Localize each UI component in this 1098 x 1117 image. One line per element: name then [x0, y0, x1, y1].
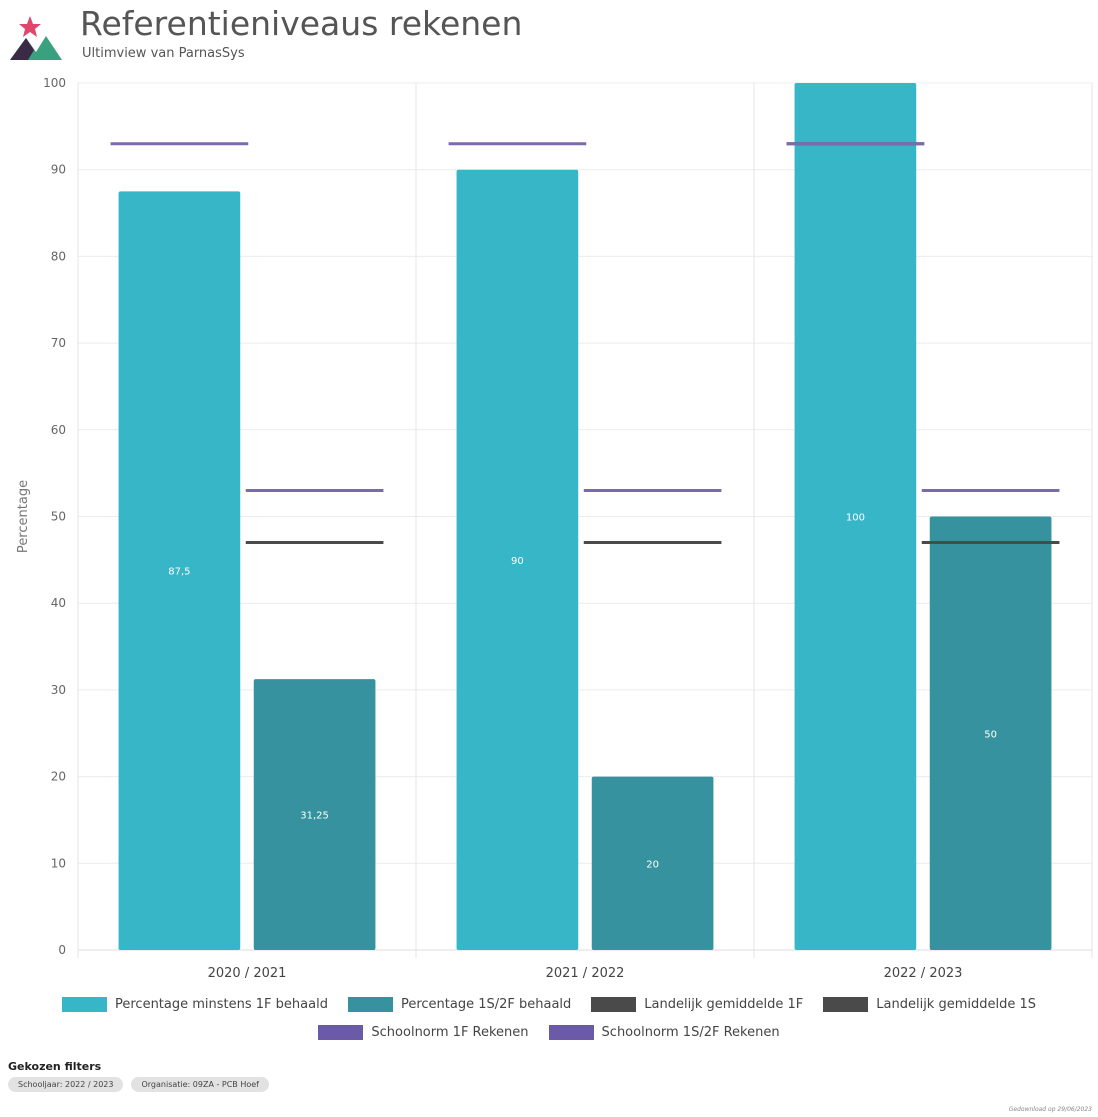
- legend-item[interactable]: Percentage 1S/2F behaald: [347, 996, 572, 1012]
- page-title: Referentieniveaus rekenen: [80, 4, 523, 43]
- header: Referentieniveaus rekenen Ultimview van …: [0, 0, 1098, 70]
- filters-title: Gekozen filters: [8, 1060, 102, 1073]
- bar-chart: 0 10 20 30 40 50 60 70 80 90 100 Percentage 87,5 31,2…: [16, 76, 1093, 981]
- bar-data-label: 50: [984, 729, 997, 740]
- y-tick-label: 80: [51, 249, 66, 263]
- y-tick-label: 60: [51, 423, 66, 437]
- y-tick-label: 20: [51, 770, 66, 784]
- legend-item[interactable]: Schoolnorm 1F Rekenen: [318, 1024, 529, 1040]
- legend-label: Landelijk gemiddelde 1F: [644, 996, 804, 1012]
- chart-legend: Percentage minstens 1F behaald Percentage…: [0, 990, 1098, 1046]
- legend-label: Landelijk gemiddelde 1S: [876, 996, 1037, 1012]
- page-subtitle: Ultimview van ParnasSys: [82, 46, 245, 61]
- legend-row: Percentage minstens 1F behaald Percentage…: [0, 990, 1098, 1018]
- x-tick-label: 2021 / 2022: [546, 966, 625, 981]
- legend-swatch: [347, 996, 393, 1012]
- y-tick-label: 30: [51, 683, 66, 697]
- bar-1f: [794, 83, 917, 950]
- legend-swatch: [591, 996, 637, 1012]
- y-tick-label: 10: [51, 856, 66, 870]
- y-tick-label: 70: [51, 336, 66, 350]
- y-tick-label: 50: [51, 510, 66, 524]
- legend-swatch: [823, 996, 869, 1012]
- bar-data-label: 87,5: [168, 567, 190, 578]
- x-tick-label: 2020 / 2021: [208, 966, 287, 981]
- bar-1f: [118, 191, 241, 950]
- filter-chip-schooljaar[interactable]: Schooljaar: 2022 / 2023: [8, 1077, 124, 1092]
- bar-data-label: 31,25: [300, 811, 329, 822]
- legend-label: Percentage minstens 1F behaald: [114, 996, 328, 1012]
- legend-swatch: [548, 1024, 594, 1040]
- y-axis-label: Percentage: [16, 480, 31, 553]
- x-tick-label: 2022 / 2023: [884, 966, 963, 981]
- legend-swatch: [61, 996, 107, 1012]
- legend-item[interactable]: Landelijk gemiddelde 1F: [591, 996, 804, 1012]
- bar-data-label: 100: [846, 513, 865, 524]
- bar-1s2f: [591, 776, 714, 950]
- bar-1f: [456, 169, 579, 950]
- bar-data-label: 20: [646, 859, 659, 870]
- y-tick-label: 90: [51, 163, 66, 177]
- download-note: Gedownload op 29/06/2023: [1008, 1106, 1092, 1113]
- legend-swatch: [318, 1024, 364, 1040]
- y-tick-label: 40: [51, 596, 66, 610]
- bar-1s2f: [253, 679, 376, 950]
- legend-label: Schoolnorm 1F Rekenen: [371, 1024, 529, 1040]
- filter-chip-organisatie[interactable]: Organisatie: 09ZA - PCB Hoef: [131, 1077, 269, 1092]
- legend-row: Schoolnorm 1F Rekenen Schoolnorm 1S/2F Re…: [0, 1018, 1098, 1046]
- y-tick-label: 0: [58, 943, 66, 957]
- bar-1s2f: [929, 516, 1052, 950]
- legend-item[interactable]: Schoolnorm 1S/2F Rekenen: [548, 1024, 780, 1040]
- legend-item[interactable]: Landelijk gemiddelde 1S: [823, 996, 1037, 1012]
- bar-data-label: 90: [511, 556, 524, 567]
- legend-label: Schoolnorm 1S/2F Rekenen: [601, 1024, 780, 1040]
- legend-item[interactable]: Percentage minstens 1F behaald: [61, 996, 328, 1012]
- selected-filters: Gekozen filters Schooljaar: 2022 / 2023 …: [8, 1060, 269, 1092]
- y-tick-label: 100: [43, 76, 66, 90]
- app-logo-icon: [10, 16, 62, 60]
- legend-label: Percentage 1S/2F behaald: [400, 996, 572, 1012]
